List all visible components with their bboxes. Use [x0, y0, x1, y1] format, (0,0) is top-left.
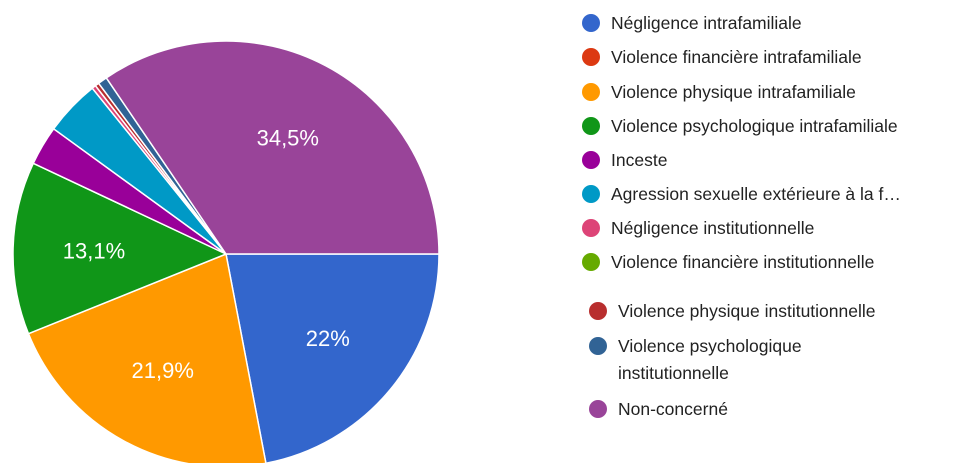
legend-item-non-concerne: Non-concerné: [589, 399, 728, 419]
slice-label-violence-psychologique-intrafamiliale: 13,1%: [63, 238, 125, 263]
legend-marker: [582, 48, 600, 66]
legend-label: Violence financière institutionnelle: [611, 252, 874, 272]
pie-slice-negligence-intrafamiliale: [225, 253, 440, 463]
slice-label-negligence-intrafamiliale: 22%: [306, 326, 350, 351]
legend-marker: [589, 400, 607, 418]
pie-slice-violence-psychologique-intrafamiliale: [12, 162, 228, 335]
legend-item-negligence-institutionnelle: Négligence institutionnelle: [582, 218, 814, 238]
legend-label: Négligence institutionnelle: [611, 218, 814, 238]
legend-item-inceste: Inceste: [582, 150, 667, 170]
slice-label-violence-physique-intrafamiliale: 21,9%: [132, 358, 194, 383]
pie-slices: [12, 40, 440, 463]
legend-label: Violence psychologique institutionnelle: [618, 336, 802, 383]
pie-slice-labels: 22% 21,9% 13,1% 34,5%: [63, 125, 350, 383]
legend-marker: [582, 83, 600, 101]
legend-marker: [589, 337, 607, 355]
legend-item-violence-financiere-intrafamiliale: Violence financière intrafamiliale: [582, 47, 862, 67]
legend-item-violence-financiere-institutionnelle: Violence financière institutionnelle: [582, 252, 874, 272]
legend-item-agression-sexuelle-exterieure-a-la-f: Agression sexuelle extérieure à la f…: [582, 184, 901, 204]
legend-marker: [582, 185, 600, 203]
legend-label: Violence psychologique intrafamiliale: [611, 116, 898, 136]
legend-item-violence-psychologique-institutionnelle: Violence psychologique institutionnelle: [589, 336, 802, 383]
legend-label: Négligence intrafamiliale: [611, 13, 802, 33]
legend-marker: [582, 117, 600, 135]
legend-label: Violence financière intrafamiliale: [611, 47, 862, 67]
legend-label: Non-concerné: [618, 399, 728, 419]
legend-marker: [582, 14, 600, 32]
legend-label: Inceste: [611, 150, 667, 170]
legend-label: Violence physique institutionnelle: [618, 301, 876, 321]
legend-marker: [582, 151, 600, 169]
legend-marker: [582, 219, 600, 237]
pie-slice-violence-physique-intrafamiliale: [27, 252, 267, 463]
pie-slice-non-concerne: [105, 40, 440, 255]
legend: Négligence intrafamiliale Violence financ…: [582, 13, 901, 419]
slice-label-non-concerne: 34,5%: [257, 125, 319, 150]
legend-item-violence-psychologique-intrafamiliale: Violence psychologique intrafamiliale: [582, 116, 898, 136]
legend-item-negligence-intrafamiliale: Négligence intrafamiliale: [582, 13, 802, 33]
legend-label: Violence physique intrafamiliale: [611, 82, 856, 102]
legend-marker: [589, 302, 607, 320]
legend-item-violence-physique-intrafamiliale: Violence physique intrafamiliale: [582, 82, 856, 102]
legend-label: Agression sexuelle extérieure à la f…: [611, 184, 901, 204]
legend-item-violence-physique-institutionnelle: Violence physique institutionnelle: [589, 301, 876, 321]
legend-marker: [582, 253, 600, 271]
